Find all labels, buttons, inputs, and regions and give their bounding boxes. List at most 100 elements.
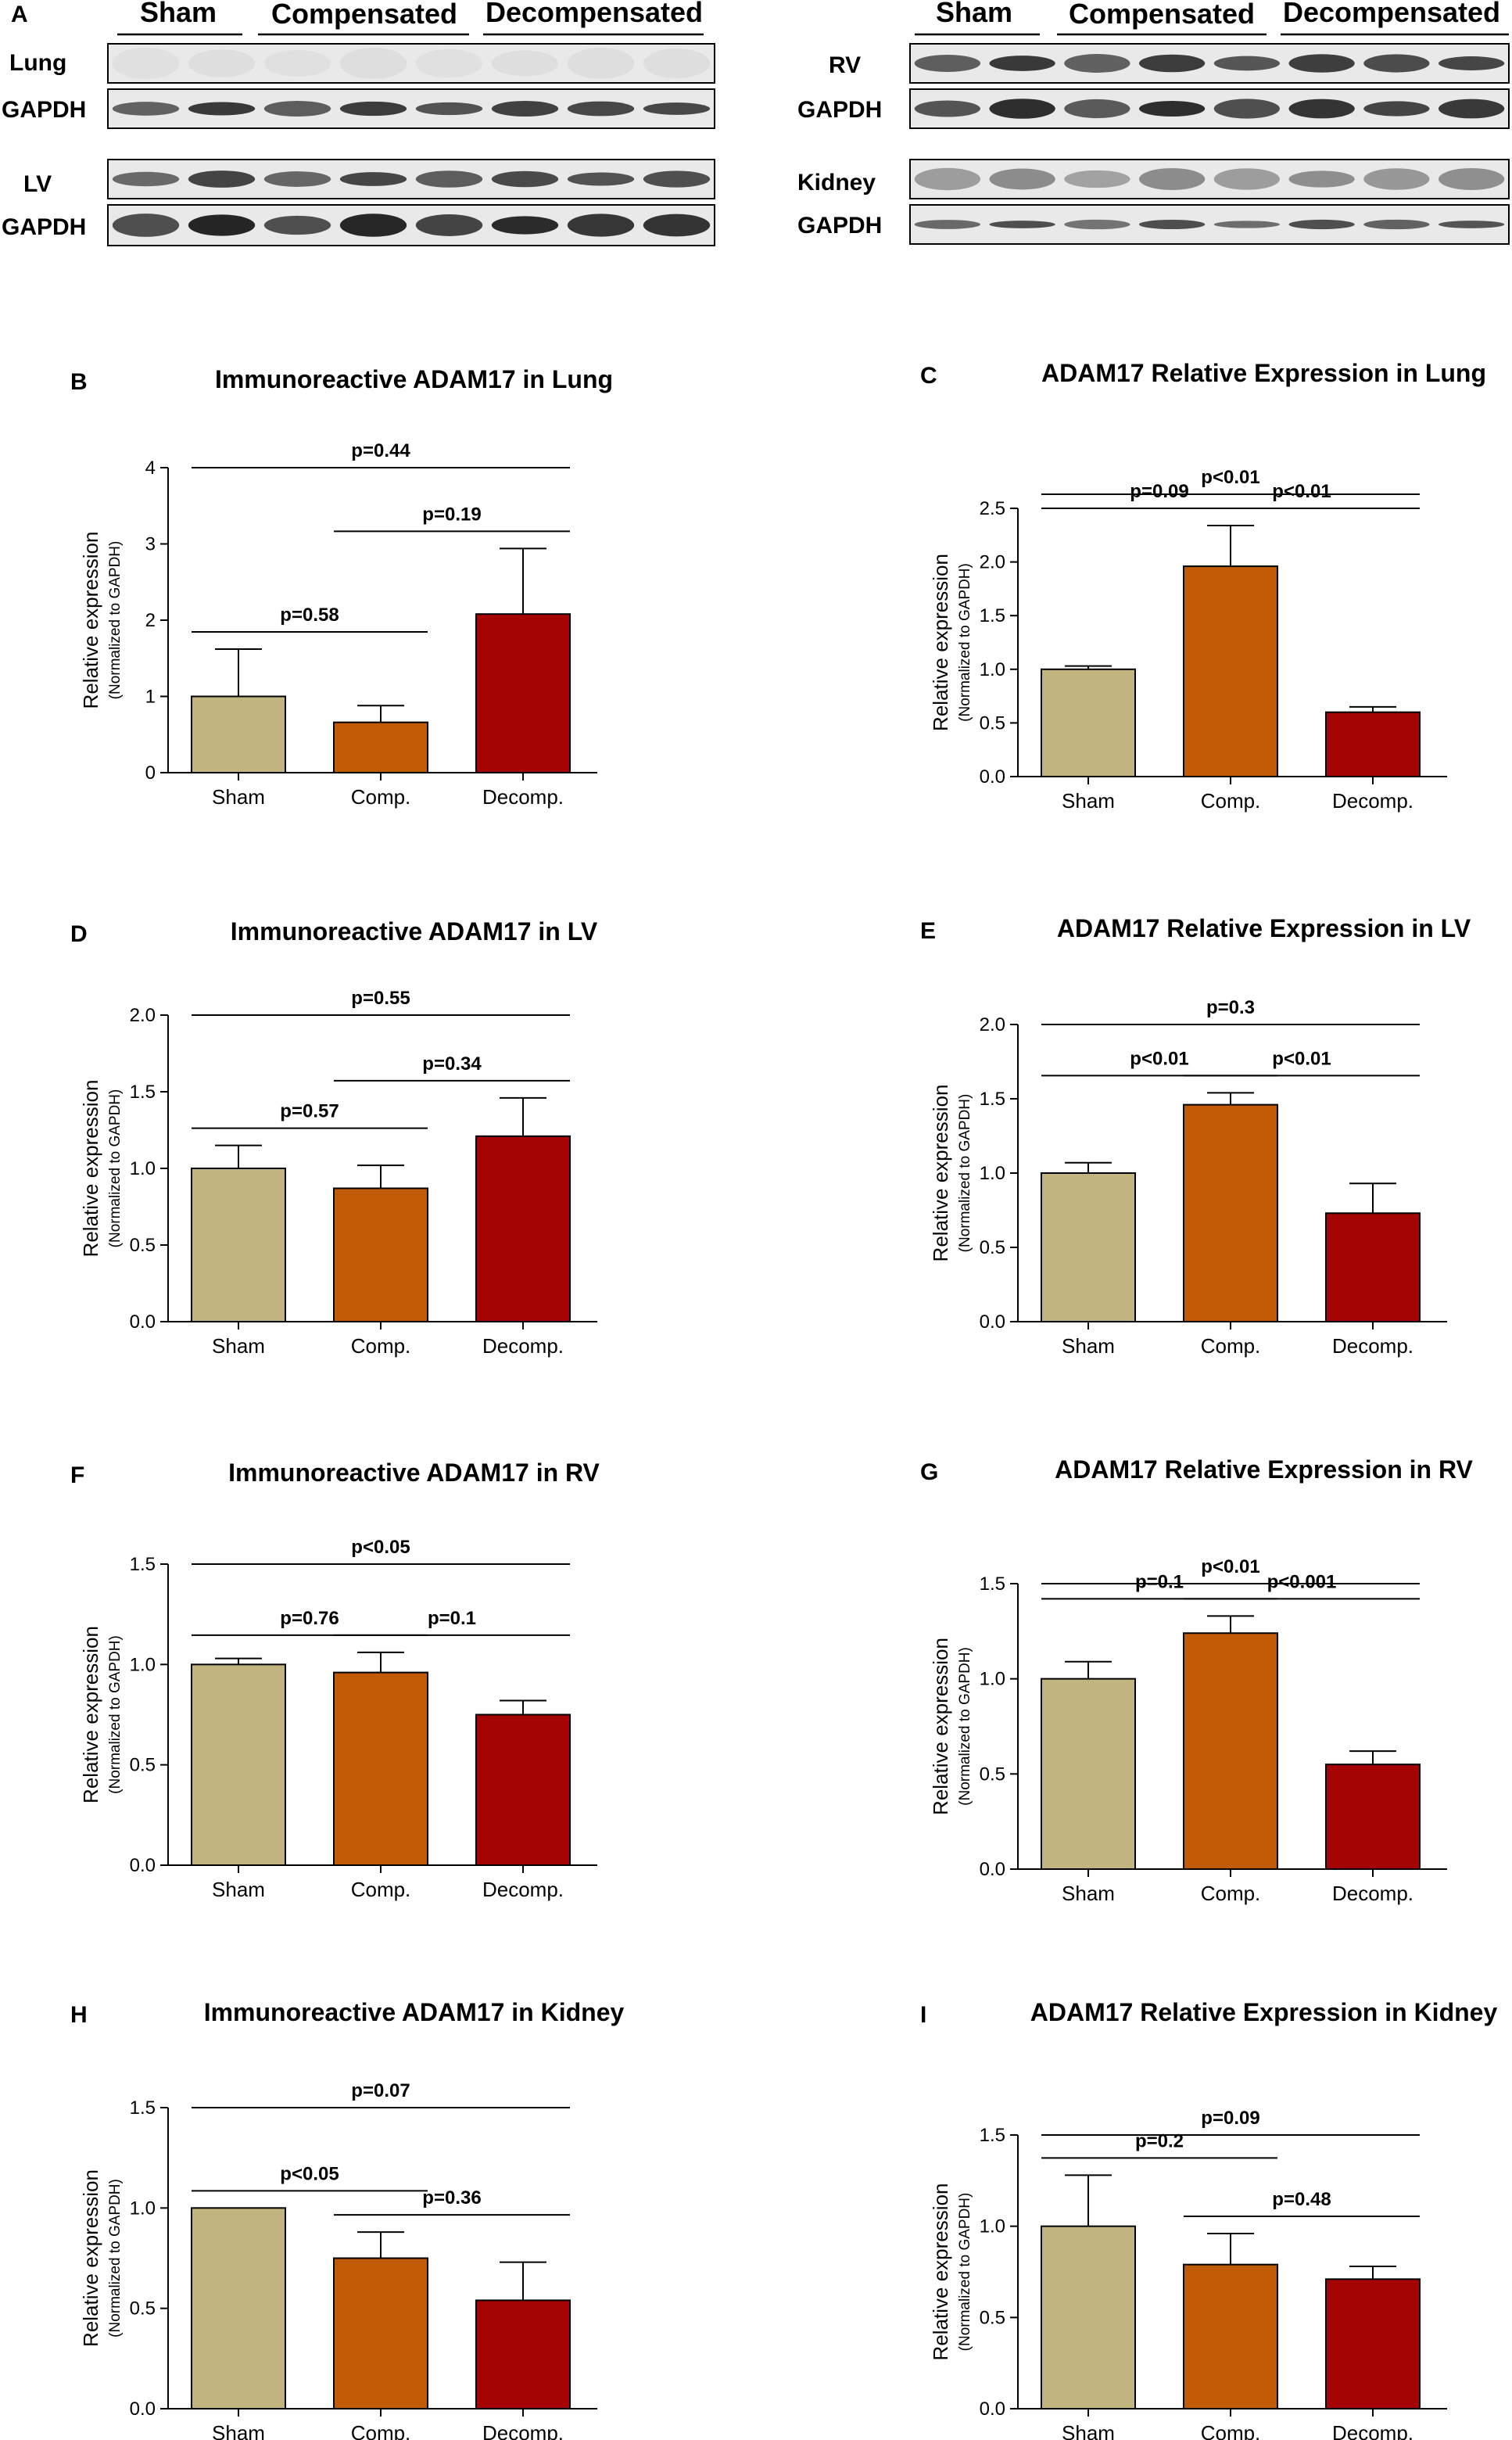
y-tick-label: 1.0 — [980, 1669, 1005, 1690]
chart-title: Immunoreactive ADAM17 in Kidney — [204, 1998, 625, 2026]
y-tick-label: 4 — [145, 458, 156, 479]
blot-label-kidney-gapdh: GAPDH — [797, 213, 882, 239]
p-value-label: p=0.44 — [351, 440, 410, 461]
left-header-compensated: Compensated — [271, 0, 457, 30]
blot-strip-rv — [909, 43, 1510, 84]
panel-letter: D — [70, 921, 88, 947]
p-value-label: p<0.01 — [1201, 1556, 1259, 1577]
category-label: Comp. — [351, 1334, 411, 1358]
category-label: Sham — [212, 2421, 265, 2440]
y-tick-label: 0.0 — [980, 1859, 1005, 1880]
p-value-label: p<0.001 — [1267, 1571, 1337, 1592]
y-tick-label: 1.5 — [130, 2097, 156, 2119]
bar-decomp — [475, 1713, 571, 1866]
p-value-label: p=0.34 — [422, 1053, 482, 1075]
blot-strip-rv-gapdh — [909, 88, 1510, 129]
y-tick-label: 0.5 — [980, 1237, 1005, 1258]
y-tick-label: 2.0 — [130, 1005, 156, 1026]
blot-label-lv: LV — [23, 171, 52, 197]
category-label: Sham — [212, 785, 265, 809]
panel-letter: H — [70, 2002, 88, 2028]
category-label: Sham — [212, 1878, 265, 1901]
panel-letter: E — [920, 918, 936, 944]
bar-sham — [191, 2207, 286, 2410]
p-value-label: p=0.48 — [1272, 2189, 1331, 2210]
blot-strip-lung-gapdh — [107, 88, 715, 129]
left-header-sham: Sham — [140, 0, 217, 28]
bar-sham — [1041, 2225, 1136, 2410]
bar-sham — [191, 695, 286, 773]
p-value-label: p=0.3 — [1206, 997, 1255, 1018]
category-label: Comp. — [1201, 789, 1261, 813]
bar-comp — [1183, 2263, 1278, 2410]
bar-decomp — [1325, 2278, 1421, 2410]
p-value-label: p=0.09 — [1130, 481, 1188, 502]
category-label: Sham — [1062, 789, 1115, 813]
bar-sham — [191, 1168, 286, 1322]
bar-comp — [333, 1671, 428, 1867]
p-value-label: p=0.09 — [1201, 2108, 1259, 2129]
bar-sham — [1041, 668, 1136, 777]
category-label: Decomp. — [1332, 1334, 1413, 1358]
bar-comp — [1183, 565, 1278, 777]
bar-decomp — [1325, 1764, 1421, 1871]
y-tick-label: 0.0 — [980, 766, 1005, 788]
chart-title: ADAM17 Relative Expression in RV — [1055, 1455, 1473, 1484]
chart-panel-d: D Immunoreactive ADAM17 in LV Relative exp… — [70, 917, 598, 1358]
panel-letter: G — [920, 1459, 938, 1485]
bar-sham — [191, 1663, 286, 1866]
blot-strip-lv-gapdh — [107, 204, 715, 246]
category-label: Decomp. — [482, 785, 564, 809]
charts: B Immunoreactive ADAM17 in Lung Relative e… — [70, 359, 1497, 2440]
y-tick-label: 1 — [145, 687, 156, 708]
y-tick-label: 1.0 — [130, 1654, 156, 1675]
chart-title: ADAM17 Relative Expression in LV — [1057, 914, 1471, 942]
p-value-label: p=0.07 — [351, 2080, 410, 2101]
panel-letter: I — [920, 2002, 926, 2028]
p-value-label: p=0.57 — [280, 1101, 339, 1122]
y-axis-sublabel: (Normalized to GAPDH) — [107, 1635, 124, 1794]
y-tick-label: 1.0 — [130, 1158, 156, 1179]
bar-comp — [1183, 1632, 1278, 1870]
y-tick-label: 1.5 — [980, 2125, 1005, 2146]
chart-panel-e: E ADAM17 Relative Expression in LV Relativ… — [920, 914, 1471, 1358]
blot-label-lung-gapdh: GAPDH — [2, 97, 86, 123]
blot-strips — [107, 43, 1510, 246]
y-tick-label: 0.5 — [980, 712, 1005, 734]
category-label: Sham — [1062, 2421, 1115, 2440]
y-tick-label: 0.0 — [130, 2399, 156, 2420]
p-value-label: p<0.01 — [1201, 467, 1259, 488]
y-tick-label: 0.0 — [130, 1855, 156, 1876]
category-label: Decomp. — [482, 1878, 564, 1901]
p-value-label: p=0.36 — [422, 2187, 481, 2209]
category-label: Comp. — [351, 2421, 411, 2440]
y-tick-label: 0.0 — [130, 1312, 156, 1333]
blot-label-rv: RV — [829, 52, 861, 78]
p-value-label: p<0.01 — [1272, 1048, 1331, 1069]
y-tick-label: 2.0 — [980, 552, 1005, 573]
y-axis-sublabel: (Normalized to GAPDH) — [107, 2179, 124, 2338]
y-tick-label: 0.5 — [980, 1764, 1005, 1785]
bar-sham — [1041, 1678, 1136, 1871]
p-value-label: p=0.1 — [1135, 1571, 1184, 1592]
p-value-label: p=0.1 — [428, 1608, 476, 1629]
y-axis-label: Relative expression — [79, 1626, 102, 1803]
blot-label-lv-gapdh: GAPDH — [2, 214, 86, 240]
chart-title: Immunoreactive ADAM17 in RV — [228, 1459, 600, 1487]
category-label: Sham — [212, 1334, 265, 1358]
blot-label-kidney: Kidney — [797, 170, 876, 196]
panel-letter: C — [920, 363, 937, 389]
left-header-decompensated: Decompensated — [485, 0, 703, 28]
chart-panel-b: B Immunoreactive ADAM17 in Lung Relative e… — [70, 365, 613, 809]
chart-panel-h: H Immunoreactive ADAM17 in Kidney Relative… — [70, 1998, 625, 2440]
y-tick-label: 0.5 — [980, 2307, 1005, 2328]
blot-label-rv-gapdh: GAPDH — [797, 97, 882, 123]
category-label: Sham — [1062, 1334, 1115, 1358]
chart-title: ADAM17 Relative Expression in Lung — [1041, 359, 1486, 387]
category-label: Decomp. — [1332, 2421, 1413, 2440]
panel-letter: B — [70, 369, 88, 395]
p-value-label: p=0.19 — [422, 504, 481, 525]
y-tick-label: 1.5 — [130, 1554, 156, 1575]
y-tick-label: 0.0 — [980, 1312, 1005, 1333]
y-axis-sublabel: (Normalized to GAPDH) — [107, 1089, 124, 1248]
